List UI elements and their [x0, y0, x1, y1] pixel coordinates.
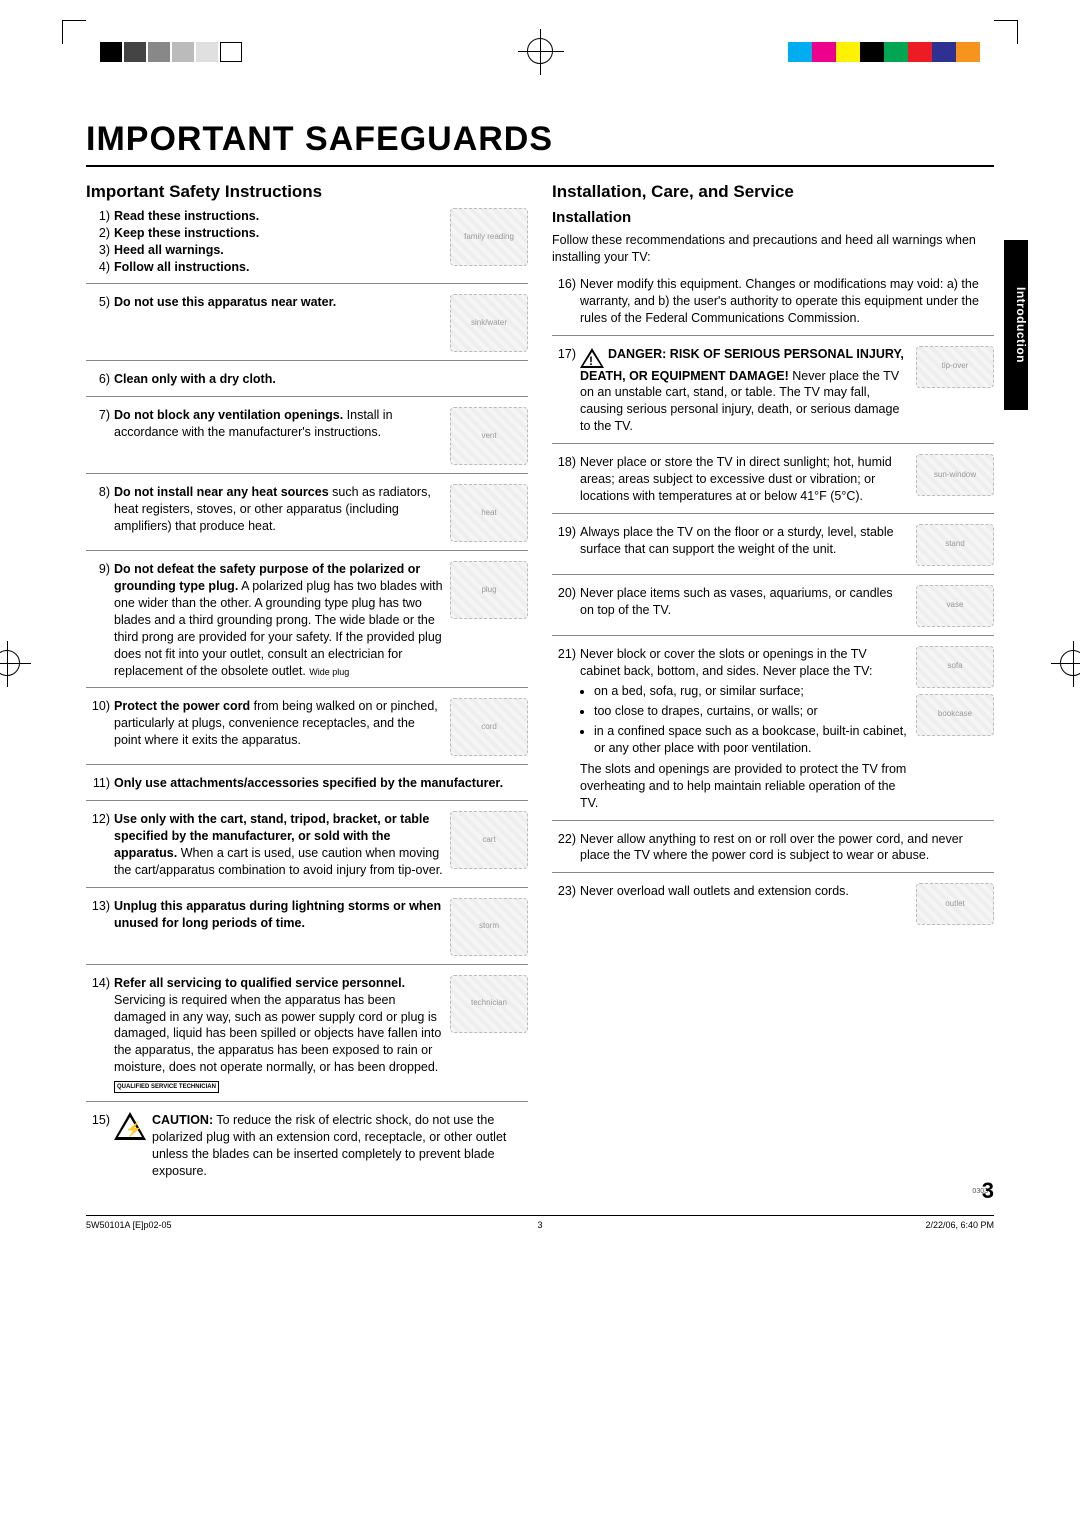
item-number: 12)	[86, 811, 114, 879]
item-number: 9)	[86, 561, 114, 679]
item-number: 1)	[86, 208, 114, 225]
item-text: CAUTION: To reduce the risk of electric …	[152, 1112, 528, 1180]
item-text: Do not use this apparatus near water.	[114, 294, 450, 352]
item-text: Do not defeat the safety purpose of the …	[114, 561, 450, 679]
left-column: Important Safety Instructions 1) Read th…	[86, 181, 528, 1198]
illustration: cart	[450, 811, 528, 869]
sub-bullet: on a bed, sofa, rug, or similar surface;	[594, 683, 910, 700]
right-column: Installation, Care, and Service Installa…	[552, 181, 994, 1198]
illustration: technician	[450, 975, 528, 1033]
color-strip	[788, 42, 980, 62]
crop-mark-top-left	[62, 20, 86, 44]
item-number: 14)	[86, 975, 114, 1093]
illustration-read: family reading	[450, 208, 528, 266]
right-lead: Follow these recommendations and precaut…	[552, 232, 994, 266]
item-text: Never overload wall outlets and extensio…	[580, 883, 916, 925]
right-section-title: Installation, Care, and Service	[552, 181, 994, 204]
item-number: 7)	[86, 407, 114, 465]
item-number: 21)	[552, 646, 580, 812]
wide-plug-label: Wide plug	[309, 667, 349, 677]
shock-warning-icon: ⚡	[114, 1112, 146, 1140]
item-number: 4)	[86, 259, 114, 276]
item-text: Never modify this equipment. Changes or …	[580, 276, 994, 327]
item-text: Refer all servicing to qualified service…	[114, 975, 450, 1093]
grayscale-strip	[100, 42, 244, 62]
illustration: sink/water	[450, 294, 528, 352]
page-title: IMPORTANT SAFEGUARDS	[86, 120, 994, 167]
item-text: Always place the TV on the floor or a st…	[580, 524, 916, 566]
illustration: sun-window	[916, 454, 994, 496]
footer-left: 5W50101A [E]p02-05	[86, 1220, 172, 1230]
item-number: 10)	[86, 698, 114, 756]
illustration: vase	[916, 585, 994, 627]
illustration: tip-over	[916, 346, 994, 388]
registration-target-top	[527, 38, 553, 64]
illustration: sofa	[916, 646, 994, 688]
item-number: 2)	[86, 225, 114, 242]
item-number: 13)	[86, 898, 114, 956]
item-text: Clean only with a dry cloth.	[114, 371, 528, 388]
footer: 5W50101A [E]p02-05 3 2/22/06, 6:40 PM	[86, 1215, 994, 1230]
item-number: 15)	[86, 1112, 114, 1180]
service-badge: QUALIFIED SERVICE TECHNICIAN	[114, 1081, 219, 1093]
item-text: Use only with the cart, stand, tripod, b…	[114, 811, 450, 879]
item-number: 18)	[552, 454, 580, 505]
registration-target-left	[0, 650, 20, 676]
illustration: bookcase	[916, 694, 994, 736]
illustration: storm	[450, 898, 528, 956]
crop-mark-top-right	[994, 20, 1018, 44]
item-text: Never block or cover the slots or openin…	[580, 646, 916, 812]
item-number: 11)	[86, 775, 114, 792]
item-text: Read these instructions.	[114, 208, 450, 225]
item-text: Heed all warnings.	[114, 242, 450, 259]
illustration: stand	[916, 524, 994, 566]
sub-bullet: too close to drapes, curtains, or walls;…	[594, 703, 910, 720]
item-text: !DANGER: RISK OF SERIOUS PERSONAL INJURY…	[580, 346, 916, 436]
item-text: Never place items such as vases, aquariu…	[580, 585, 916, 627]
printer-registration-top	[0, 0, 1080, 90]
item-text: Never allow anything to rest on or roll …	[580, 831, 994, 865]
danger-triangle-icon: !	[580, 348, 604, 368]
item-number: 22)	[552, 831, 580, 865]
item-text: Protect the power cord from being walked…	[114, 698, 450, 756]
item-number: 20)	[552, 585, 580, 627]
item-number: 19)	[552, 524, 580, 566]
item-text: Follow all instructions.	[114, 259, 450, 276]
item-number: 5)	[86, 294, 114, 352]
illustration: heat	[450, 484, 528, 542]
section-tab: Introduction	[1004, 240, 1028, 410]
item-number: 3)	[86, 242, 114, 259]
illustration: outlet	[916, 883, 994, 925]
illustration: vent	[450, 407, 528, 465]
right-subtitle: Installation	[552, 208, 994, 228]
illustration: cord	[450, 698, 528, 756]
item-text: Do not block any ventilation openings. I…	[114, 407, 450, 465]
item-text: Only use attachments/accessories specifi…	[114, 775, 528, 792]
item-number: 6)	[86, 371, 114, 388]
item-text: Never place or store the TV in direct su…	[580, 454, 916, 505]
footer-right: 2/22/06, 6:40 PM	[925, 1220, 994, 1230]
left-section-title: Important Safety Instructions	[86, 181, 528, 204]
item-text: Unplug this apparatus during lightning s…	[114, 898, 450, 956]
item-text: Keep these instructions.	[114, 225, 450, 242]
item-number: 16)	[552, 276, 580, 327]
page-number: 3	[982, 1178, 994, 1204]
item-number: 17)	[552, 346, 580, 436]
item-text: Do not install near any heat sources suc…	[114, 484, 450, 542]
illustration: plug	[450, 561, 528, 619]
item-number: 8)	[86, 484, 114, 542]
footer-mid: 3	[537, 1220, 542, 1230]
item-number: 23)	[552, 883, 580, 925]
sub-bullet: in a confined space such as a bookcase, …	[594, 723, 910, 757]
registration-target-right	[1060, 650, 1080, 676]
